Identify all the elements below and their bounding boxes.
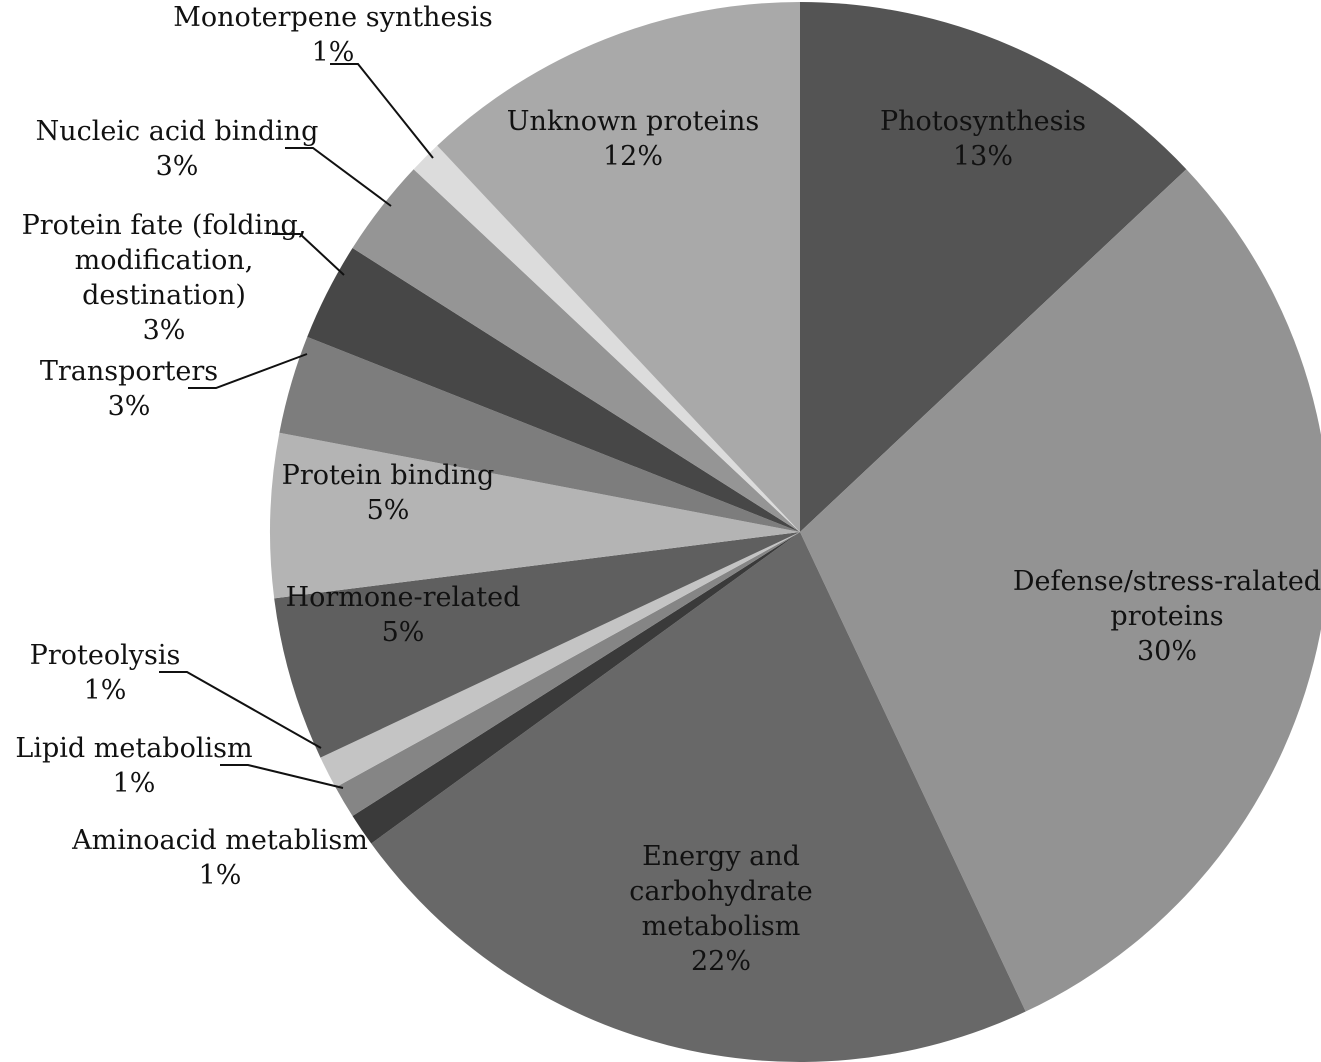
slice-label: Transporters 3% xyxy=(40,356,218,422)
leader-line xyxy=(188,353,308,389)
slice-name: Photosynthesis xyxy=(880,106,1086,137)
slice-name: destination) xyxy=(82,280,246,311)
slice-name: modification, xyxy=(75,245,254,276)
pie-slice xyxy=(270,432,800,599)
slice-percent: 1% xyxy=(199,860,242,891)
slice-percent: 30% xyxy=(1137,636,1197,667)
pie-slice xyxy=(279,336,800,532)
pie-slice xyxy=(413,145,800,533)
leader-line xyxy=(285,147,392,207)
slice-name: Nucleic acid binding xyxy=(36,116,319,147)
pie-slice xyxy=(371,532,1026,1062)
slice-percent: 1% xyxy=(84,675,127,706)
slice-name: Aminoacid metablism xyxy=(71,825,368,856)
slice-name: Protein binding xyxy=(282,460,495,491)
pie-slice xyxy=(274,532,800,758)
leader-line xyxy=(220,764,344,789)
slice-label: Protein binding 5% xyxy=(282,460,495,526)
pie-slices xyxy=(270,2,1321,1062)
slice-label: Energy and carbohydrate metabolism 22% xyxy=(629,841,812,977)
slice-label: Defense/stress-ralated proteins 30% xyxy=(1013,566,1321,667)
slice-label: Aminoacid metablism 1% xyxy=(71,825,368,891)
pie-slice xyxy=(320,532,800,788)
slice-name: Lipid metabolism xyxy=(15,733,252,764)
pie-slice xyxy=(307,248,800,533)
slice-percent: 5% xyxy=(367,495,410,526)
slice-label: Photosynthesis 13% xyxy=(880,106,1086,172)
slice-percent: 12% xyxy=(603,141,663,172)
pie-slice xyxy=(437,2,800,532)
slice-name: Defense/stress-ralated xyxy=(1013,566,1321,597)
pie-slice xyxy=(800,2,1187,532)
slice-percent: 1% xyxy=(312,37,355,68)
slice-name: Hormone-related xyxy=(286,582,521,613)
slice-percent: 3% xyxy=(156,151,199,182)
slice-name: proteins xyxy=(1110,601,1223,632)
slice-name: Energy and xyxy=(642,841,800,872)
slice-name: carbohydrate xyxy=(629,876,812,907)
slice-labels: Photosynthesis 13% Defense/stress-ralated p… xyxy=(15,2,1321,977)
pie-slice xyxy=(352,532,800,844)
slice-name: Protein fate (folding, xyxy=(22,210,307,241)
slice-label: Proteolysis 1% xyxy=(30,640,181,706)
slice-name: Transporters xyxy=(40,356,218,387)
slice-name: metabolism xyxy=(642,911,801,942)
slice-label: Protein fate (folding, modification, desti… xyxy=(22,210,307,346)
slice-percent: 22% xyxy=(691,946,751,977)
slice-name: Unknown proteins xyxy=(507,106,759,137)
leader-line xyxy=(272,233,345,276)
pie-slice xyxy=(352,169,800,532)
leader-line xyxy=(159,671,322,749)
slice-percent: 3% xyxy=(108,391,151,422)
slice-label: Lipid metabolism 1% xyxy=(15,733,252,799)
leader-line xyxy=(330,63,434,159)
pie-slice xyxy=(800,169,1321,1012)
slice-percent: 3% xyxy=(143,315,186,346)
slice-label: Monoterpene synthesis 1% xyxy=(173,2,493,68)
leader-lines xyxy=(159,63,434,789)
slice-percent: 13% xyxy=(953,141,1013,172)
slice-label: Nucleic acid binding 3% xyxy=(36,116,319,182)
slice-name: Monoterpene synthesis xyxy=(173,2,493,33)
slice-percent: 1% xyxy=(113,768,156,799)
slice-label: Unknown proteins 12% xyxy=(507,106,759,172)
slice-percent: 5% xyxy=(382,617,425,648)
slice-name: Proteolysis xyxy=(30,640,181,671)
pie-slice xyxy=(335,532,800,816)
slice-label: Hormone-related 5% xyxy=(286,582,521,648)
